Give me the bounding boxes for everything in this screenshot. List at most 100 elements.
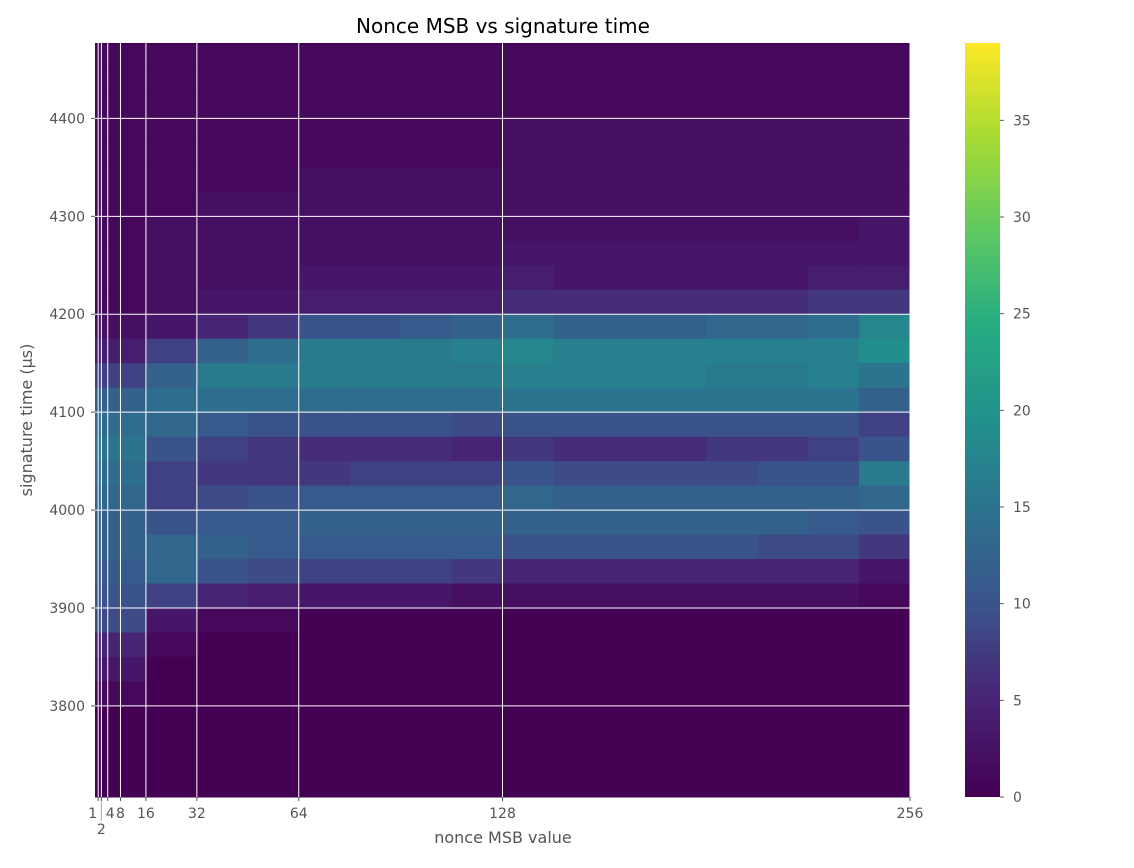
heatmap-cell <box>298 754 351 780</box>
heatmap-cell <box>145 93 198 119</box>
heatmap-cell <box>604 118 656 144</box>
heatmap-cell <box>859 754 911 780</box>
heatmap-cell <box>451 142 503 168</box>
heatmap-cell <box>400 338 453 364</box>
heatmap-cell <box>808 142 860 168</box>
heatmap-cell <box>298 363 351 389</box>
heatmap-cell <box>400 118 453 144</box>
heatmap-cell <box>502 314 554 340</box>
heatmap-cell <box>400 387 453 413</box>
heatmap-cell <box>553 730 605 756</box>
heatmap-cell <box>757 461 809 487</box>
heatmap-cell <box>196 142 249 168</box>
heatmap-cell <box>553 314 605 340</box>
heatmap-cell <box>706 387 758 413</box>
heatmap-cell <box>145 485 198 511</box>
heatmap-cell <box>655 485 707 511</box>
heatmap-cell <box>400 608 453 633</box>
heatmap-cell <box>145 583 198 609</box>
heatmap-cell <box>604 289 656 315</box>
heatmap-cell <box>196 705 249 731</box>
heatmap-cell <box>247 608 300 633</box>
heatmap-cell <box>400 142 453 168</box>
heatmap-cell <box>757 44 809 70</box>
heatmap-cell <box>349 118 402 144</box>
heatmap-cell <box>298 314 351 340</box>
heatmap-cell <box>502 69 554 95</box>
heatmap-cell <box>859 93 911 119</box>
heatmap-cell <box>400 705 453 731</box>
heatmap-cell <box>502 559 554 585</box>
heatmap-cell <box>451 583 503 609</box>
heatmap-cell <box>604 461 656 487</box>
x-axis-ticks: 124 8 16 32 64 128 256 <box>88 797 923 838</box>
heatmap-cell <box>808 240 860 266</box>
heatmap-cell <box>706 240 758 266</box>
heatmap-cell <box>706 142 758 168</box>
x-tick-label: 32 <box>188 806 206 822</box>
heatmap-cell <box>247 730 300 756</box>
heatmap-cell <box>655 559 707 585</box>
heatmap-cell <box>247 191 300 217</box>
heatmap-cell <box>247 289 300 315</box>
heatmap-cell <box>247 632 300 658</box>
heatmap-cell <box>859 436 911 462</box>
heatmap-cell <box>451 363 503 389</box>
heatmap-cell <box>349 216 402 242</box>
heatmap-cell <box>145 681 198 707</box>
heatmap-cell <box>859 583 911 609</box>
heatmap-cell <box>196 167 249 193</box>
heatmap-cell <box>247 485 300 511</box>
heatmap-cell <box>604 779 656 798</box>
y-tick-label: 4400 <box>49 111 85 127</box>
heatmap-cell <box>196 583 249 609</box>
heatmap-cell <box>247 583 300 609</box>
heatmap-cell <box>604 338 656 364</box>
heatmap-cell <box>757 289 809 315</box>
heatmap-cell <box>706 265 758 291</box>
heatmap-cell <box>247 436 300 462</box>
y-axis-label: signature time (μs) <box>17 344 36 497</box>
heatmap-cell <box>451 69 503 95</box>
heatmap-cell <box>808 485 860 511</box>
heatmap-cell <box>757 559 809 585</box>
heatmap-cell <box>298 779 351 798</box>
heatmap-cell <box>655 240 707 266</box>
heatmap-cell <box>502 510 554 536</box>
heatmap-cell <box>706 705 758 731</box>
heatmap-cell <box>502 118 554 144</box>
heatmap-cell <box>655 705 707 731</box>
colorbar-tick-label: 10 <box>1013 597 1031 613</box>
heatmap-cell <box>859 632 911 658</box>
heatmap-cell <box>298 681 351 707</box>
heatmap-cell <box>349 559 402 585</box>
heatmap-cell <box>145 632 198 658</box>
heatmap-cell <box>553 265 605 291</box>
heatmap-cell <box>859 118 911 144</box>
heatmap-cell <box>349 69 402 95</box>
heatmap-cell <box>808 314 860 340</box>
heatmap-cell <box>502 44 554 70</box>
heatmap-cell <box>859 412 911 438</box>
heatmap-cell <box>604 559 656 585</box>
heatmap-cell <box>706 289 758 315</box>
heatmap-cell <box>451 387 503 413</box>
heatmap-cell <box>604 363 656 389</box>
heatmap-cell <box>706 191 758 217</box>
heatmap-cell <box>706 412 758 438</box>
heatmap-cell <box>400 436 453 462</box>
heatmap-cell <box>859 461 911 487</box>
heatmap-cell <box>859 167 911 193</box>
heatmap-cell <box>604 485 656 511</box>
heatmap-cell <box>808 681 860 707</box>
heatmap-cell <box>808 167 860 193</box>
heatmap-cell <box>247 240 300 266</box>
heatmap-cell <box>400 363 453 389</box>
heatmap-cell <box>655 510 707 536</box>
heatmap-cell <box>502 583 554 609</box>
heatmap-cell <box>808 289 860 315</box>
heatmap-cell <box>553 754 605 780</box>
chart-title: Nonce MSB vs signature time <box>356 14 650 38</box>
colorbar-ticks: 0 5 10 15 20 25 30 35 <box>1000 113 1031 806</box>
heatmap-cell <box>145 412 198 438</box>
